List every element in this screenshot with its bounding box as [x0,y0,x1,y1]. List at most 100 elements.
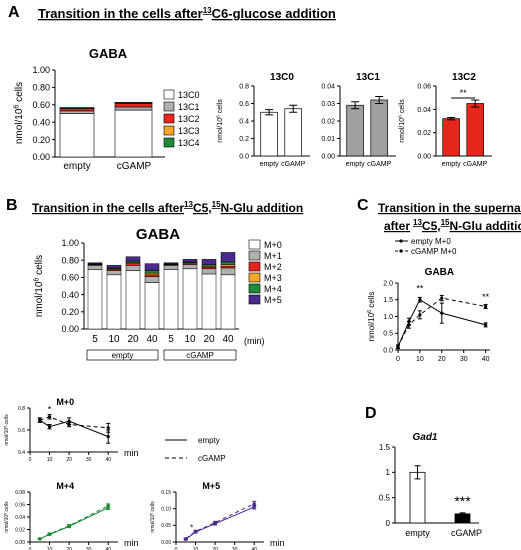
legend-label: empty [198,436,220,445]
bar [346,104,364,157]
y-tick-label: 0.05 [161,523,171,529]
y-axis-label: nmol/106 cells [398,99,406,143]
legend-swatch [163,137,175,148]
y-tick-label: 0.04 [321,83,335,90]
x-tick-label: 5 [92,334,98,345]
bar-segment [220,264,236,267]
y-tick-label: 0.01 [321,136,335,143]
y-tick-label: 0.8 [18,406,25,412]
data-point [38,418,42,422]
panel-b-letter: B [6,197,18,214]
x-axis-label: min [270,538,285,548]
y-tick-label: 0.4 [239,118,249,125]
bar-segment [125,263,141,266]
x-unit-label: (min) [244,336,265,346]
y-tick-label: 0.6 [239,101,249,108]
panel-a: A Transition in the cells after13C6-gluc… [8,4,492,172]
y-axis-label: nmol/106 cells [216,99,224,143]
legend-marker [399,249,403,253]
y-tick-label: 0.60 [61,273,79,283]
chart-b-m4: M+4 nmol/106 cells 0.00 0.02 0.04 0.06 0.08 0 10… [3,481,138,550]
x-tick-label: 40 [105,547,111,550]
bar-segment [114,106,153,111]
bar-segment [106,265,122,269]
data-point [106,435,110,439]
legend-swatch [248,261,261,272]
panel-c-title-line1: Transition in the supernatant [378,201,521,215]
y-tick-label: 0.4 [18,450,25,456]
x-tick-label: 10 [184,334,196,345]
data-point [106,504,110,508]
y-tick-label: 0.60 [32,100,50,110]
x-axis-label: min [124,448,139,458]
significance-marker: *** [454,493,471,509]
legend-swatch [163,113,175,124]
y-tick-label: 1.00 [32,65,50,75]
legend-label: M+1 [264,251,282,261]
chart-c-gaba: GABA nmol/106 cells 0.0 0.5 1.0 1.5 2.0 0 10 20 30… [367,237,490,363]
x-tick-label: 10 [416,356,424,363]
panel-c-title-line2: after13C5,15N-Glu addition [384,218,521,233]
y-tick-label: 0.5 [379,493,391,502]
legend-label: 13C0 [178,90,200,100]
x-tick-label: 0 [29,547,32,550]
panel-c-letter: C [357,197,369,214]
chart-title: GABA [136,226,180,243]
x-tick-label: 40 [146,334,158,345]
y-tick-label: 0.20 [32,135,50,145]
x-tick-label: 0 [175,547,178,550]
chart-title: 13C0 [270,72,294,83]
chart-title: 13C2 [452,72,476,83]
bar-segment [125,265,141,271]
legend-swatch [248,272,261,283]
chart-b-m5: M+5 nmol/106 cells 0.00 0.05 0.10 0.15 0 10 20 30… [149,481,284,550]
x-tick-label: empty [260,161,280,168]
series-line-empty [39,507,109,540]
x-tick-label: 10 [108,334,120,345]
bar [409,471,426,524]
data-point [396,345,400,349]
legend-swatch [163,101,175,112]
y-tick-label: 0.06 [417,83,431,90]
bar-segment [59,107,95,109]
group-bracket [86,349,159,361]
y-tick-label: 1.5 [383,297,393,304]
y-tick-label: 0.03 [321,101,335,108]
bar-segment [114,109,153,158]
bar-segment [182,268,198,330]
bar-segment [144,276,160,283]
panel-b-title: Transition in the cells after13C5,15N-Gl… [32,200,303,215]
x-tick-label: 20 [66,457,72,463]
panel-d: D Gad1 0 0.5 1 1.5 empty cGAMP *** [365,405,482,538]
x-tick-label: empty [346,161,366,168]
x-tick-label: cGAMP [117,161,152,172]
y-tick-label: 1.5 [379,443,391,452]
data-point [440,311,444,315]
group-label: empty [112,351,134,360]
y-tick-label: 2.0 [383,280,393,287]
y-axis-label: nmol/106 cells [34,255,46,317]
bar [370,99,388,157]
legend-label: M+5 [264,295,282,305]
y-tick-label: 0.00 [161,540,171,546]
bar-segment [220,274,236,330]
chart-a-13c0: 13C0 nmol/106 cells 0.0 0.2 0.4 0.6 0.8 empty cG… [216,72,310,168]
x-tick-label: 20 [212,547,218,550]
legend-swatch [248,239,261,250]
y-tick-label: 0.00 [61,324,79,334]
bar-segment [163,262,179,264]
data-point [193,529,198,533]
bar-segment [125,256,141,262]
legend-swatch [248,250,261,261]
bar-segment [201,266,217,270]
bar-segment [163,269,179,330]
bar-segment [144,274,160,277]
bar-segment [163,265,179,270]
y-tick-label: 0.0 [239,153,249,160]
data-point [47,415,52,419]
series-line-cgamp-m+0 [397,297,486,347]
panel-d-letter: D [365,405,377,422]
chart-a-13c2: 13C2 nmol/106 cells 0.00 0.02 0.04 0.06 empty c… [398,72,492,168]
x-tick-label: 20 [438,356,446,363]
